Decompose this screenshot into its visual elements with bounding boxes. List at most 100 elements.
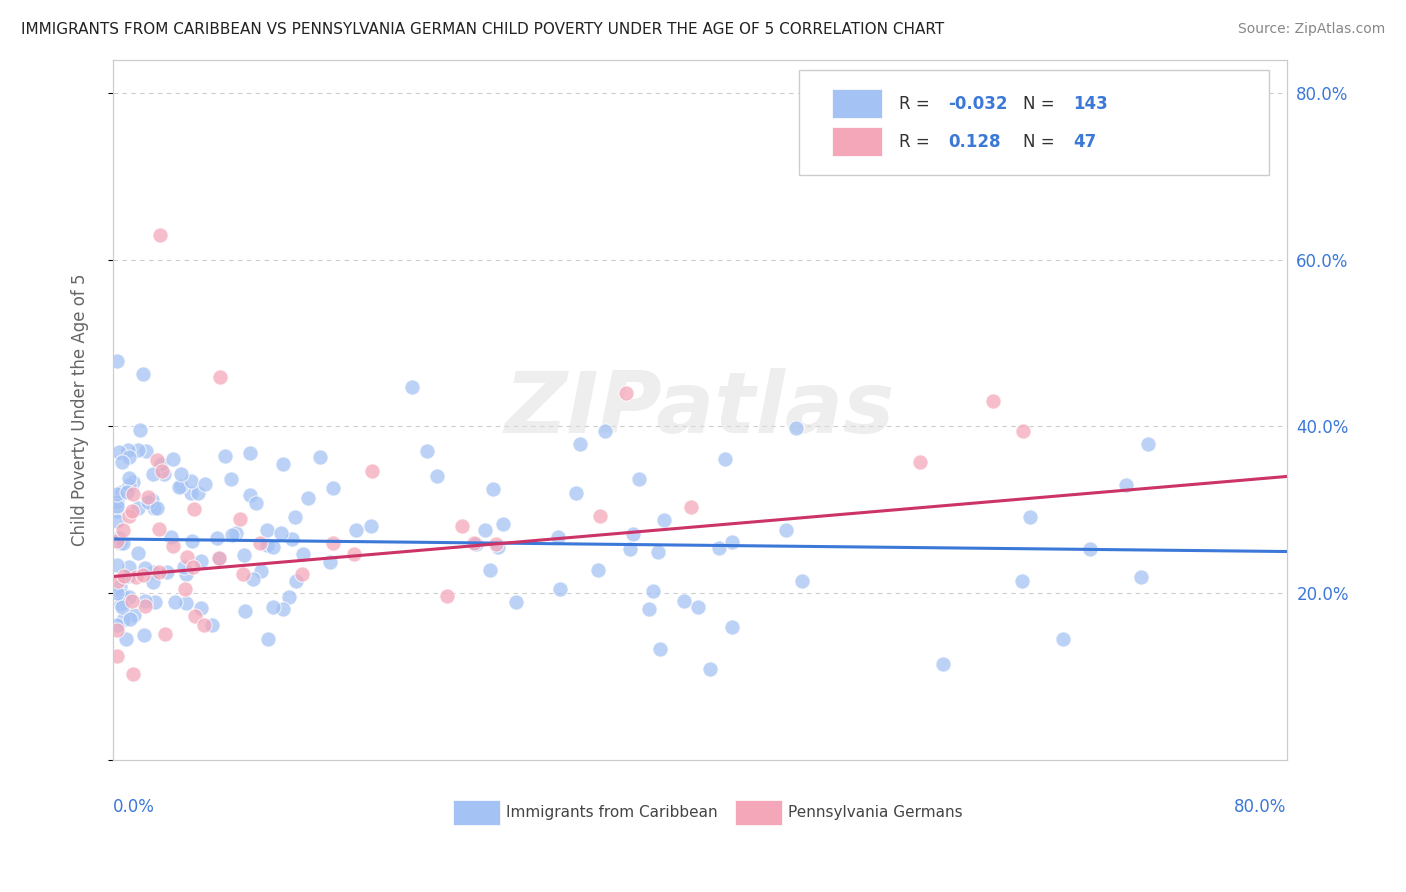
- Point: [981, 394, 1004, 409]
- Point: [931, 657, 953, 671]
- Point: [619, 541, 641, 556]
- Point: [614, 386, 637, 401]
- Point: [482, 483, 505, 497]
- Point: [143, 500, 166, 515]
- Point: [105, 487, 128, 501]
- Point: [479, 563, 502, 577]
- Point: [105, 504, 128, 518]
- Point: [162, 452, 184, 467]
- Text: IMMIGRANTS FROM CARIBBEAN VS PENNSYLVANIA GERMAN CHILD POVERTY UNDER THE AGE OF : IMMIGRANTS FROM CARIBBEAN VS PENNSYLVANI…: [21, 22, 945, 37]
- Point: [105, 558, 128, 572]
- Point: [143, 595, 166, 609]
- Point: [107, 574, 129, 589]
- Point: [176, 550, 198, 565]
- Point: [505, 595, 527, 609]
- Point: [118, 508, 141, 523]
- Point: [149, 227, 172, 242]
- Point: [451, 519, 474, 533]
- Point: [110, 536, 132, 550]
- Point: [271, 602, 294, 616]
- Point: [134, 561, 156, 575]
- Point: [256, 538, 278, 552]
- Point: [194, 476, 217, 491]
- Point: [245, 496, 267, 510]
- Point: [118, 450, 141, 464]
- Point: [135, 444, 157, 458]
- Point: [148, 565, 170, 579]
- Point: [142, 566, 165, 580]
- Point: [112, 613, 135, 627]
- Point: [120, 612, 142, 626]
- Point: [142, 467, 165, 481]
- Point: [271, 458, 294, 472]
- Point: [1136, 437, 1159, 451]
- Point: [239, 488, 262, 502]
- Point: [360, 518, 382, 533]
- Point: [132, 628, 155, 642]
- Point: [187, 485, 209, 500]
- Point: [173, 582, 195, 597]
- Point: [207, 551, 229, 566]
- Point: [180, 486, 202, 500]
- Point: [127, 442, 149, 457]
- Point: [492, 516, 515, 531]
- Point: [1019, 510, 1042, 524]
- Point: [181, 560, 204, 574]
- Point: [112, 569, 135, 583]
- Point: [401, 380, 423, 394]
- Point: [105, 495, 128, 509]
- Point: [908, 454, 931, 468]
- Text: -0.032: -0.032: [949, 95, 1008, 112]
- Point: [122, 667, 145, 681]
- Point: [321, 481, 343, 495]
- Point: [156, 565, 179, 579]
- Point: [322, 535, 344, 549]
- Point: [564, 486, 586, 500]
- Point: [652, 513, 675, 527]
- Point: [589, 509, 612, 524]
- Point: [1011, 424, 1033, 438]
- Point: [122, 475, 145, 489]
- Point: [262, 599, 284, 614]
- Point: [647, 545, 669, 559]
- Text: Pennsylvania Germans: Pennsylvania Germans: [787, 805, 962, 820]
- Point: [721, 620, 744, 634]
- Point: [183, 502, 205, 516]
- Point: [548, 582, 571, 596]
- Point: [208, 370, 231, 384]
- Point: [145, 500, 167, 515]
- Point: [474, 523, 496, 537]
- Point: [309, 450, 332, 464]
- Point: [105, 514, 128, 528]
- Point: [463, 536, 485, 550]
- Point: [111, 455, 134, 469]
- Point: [291, 566, 314, 581]
- Point: [152, 467, 174, 482]
- Point: [221, 528, 243, 542]
- Point: [208, 550, 231, 565]
- Point: [121, 593, 143, 607]
- Text: 47: 47: [1073, 133, 1097, 151]
- Point: [115, 484, 138, 499]
- Point: [249, 536, 271, 550]
- Point: [775, 523, 797, 537]
- Point: [270, 526, 292, 541]
- Point: [132, 568, 155, 582]
- Point: [205, 531, 228, 545]
- Point: [344, 524, 367, 538]
- Point: [105, 499, 128, 513]
- Point: [790, 574, 813, 588]
- Point: [686, 599, 709, 614]
- Point: [105, 586, 128, 600]
- Point: [232, 567, 254, 582]
- Point: [699, 662, 721, 676]
- Point: [111, 535, 134, 549]
- Text: Immigrants from Caribbean: Immigrants from Caribbean: [506, 805, 717, 820]
- Point: [713, 452, 735, 467]
- Point: [588, 563, 610, 577]
- Point: [159, 530, 181, 544]
- Point: [173, 559, 195, 574]
- Point: [180, 475, 202, 489]
- Point: [107, 445, 129, 459]
- Point: [111, 588, 134, 602]
